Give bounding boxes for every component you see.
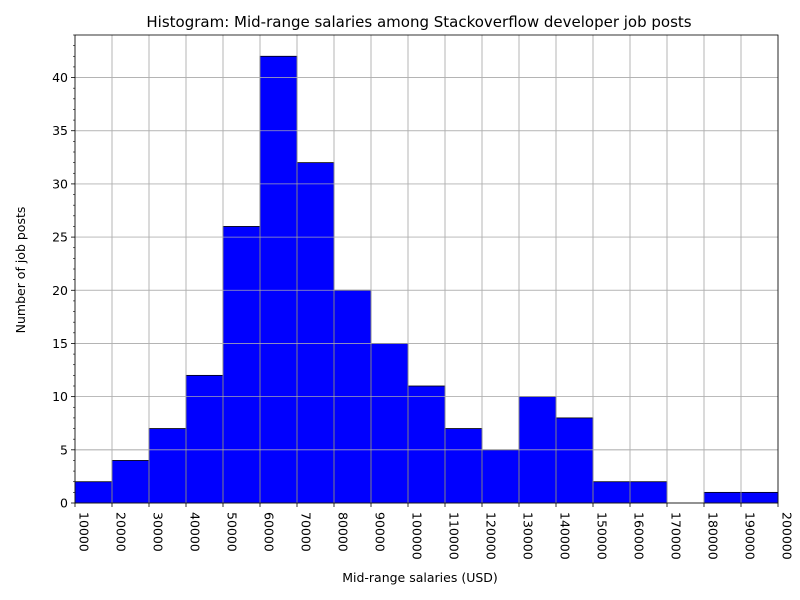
- y-tick-label: 20: [52, 283, 68, 298]
- x-tick-label: 30000: [150, 512, 165, 552]
- histogram-bar: [592, 481, 631, 504]
- histogram-bar: [407, 385, 446, 504]
- x-tick-label: 130000: [520, 512, 535, 560]
- x-tick-label: 180000: [705, 512, 720, 560]
- x-tick-label: 100000: [409, 512, 424, 560]
- y-tick-label: 10: [52, 389, 68, 404]
- chart-title: Histogram: Mid-range salaries among Stac…: [146, 13, 691, 31]
- x-tick-label: 190000: [742, 512, 757, 560]
- histogram-bar: [740, 491, 779, 504]
- x-tick-label: 40000: [187, 512, 202, 552]
- y-tick-label: 5: [60, 442, 68, 457]
- histogram-bar: [74, 481, 113, 504]
- x-tick-label: 60000: [261, 512, 276, 552]
- histogram-bar: [703, 491, 742, 504]
- x-tick-label: 90000: [372, 512, 387, 552]
- y-tick-label: 15: [52, 336, 68, 351]
- histogram-bar: [259, 55, 298, 504]
- x-tick-label: 10000: [76, 512, 91, 552]
- x-tick-label: 200000: [779, 512, 794, 560]
- histogram-bar: [444, 428, 483, 504]
- histogram-bar: [222, 226, 261, 504]
- x-tick-label: 150000: [594, 512, 609, 560]
- y-axis-label: Number of job posts: [13, 207, 28, 334]
- y-tick-label: 40: [52, 70, 68, 85]
- histogram-bar: [370, 343, 409, 504]
- axes-frame: [74, 34, 779, 504]
- x-tick-label: 120000: [483, 512, 498, 560]
- x-tick-label: 140000: [557, 512, 572, 560]
- histogram-bar: [555, 417, 594, 504]
- x-tick-label: 20000: [113, 512, 128, 552]
- histogram-bars: [74, 55, 779, 504]
- histogram-bar: [481, 449, 520, 504]
- x-tick-label: 70000: [298, 512, 313, 552]
- histogram-bar: [111, 460, 150, 504]
- x-tick-label: 170000: [668, 512, 683, 560]
- histogram-bar: [148, 428, 187, 504]
- y-tick-label: 0: [60, 496, 68, 511]
- x-axis-label: Mid-range salaries (USD): [342, 570, 498, 585]
- histogram-bar: [296, 162, 335, 504]
- y-tick-label: 35: [52, 123, 68, 138]
- y-tick-label: 30: [52, 176, 68, 191]
- histogram-bar: [629, 481, 668, 504]
- x-tick-label: 160000: [631, 512, 646, 560]
- plot-frame: [74, 34, 779, 504]
- histogram-bar: [185, 374, 224, 504]
- x-tick-label: 50000: [224, 512, 239, 552]
- x-tick-label: 80000: [335, 512, 350, 552]
- x-tick-label: 110000: [446, 512, 461, 560]
- y-tick-label: 25: [52, 230, 68, 245]
